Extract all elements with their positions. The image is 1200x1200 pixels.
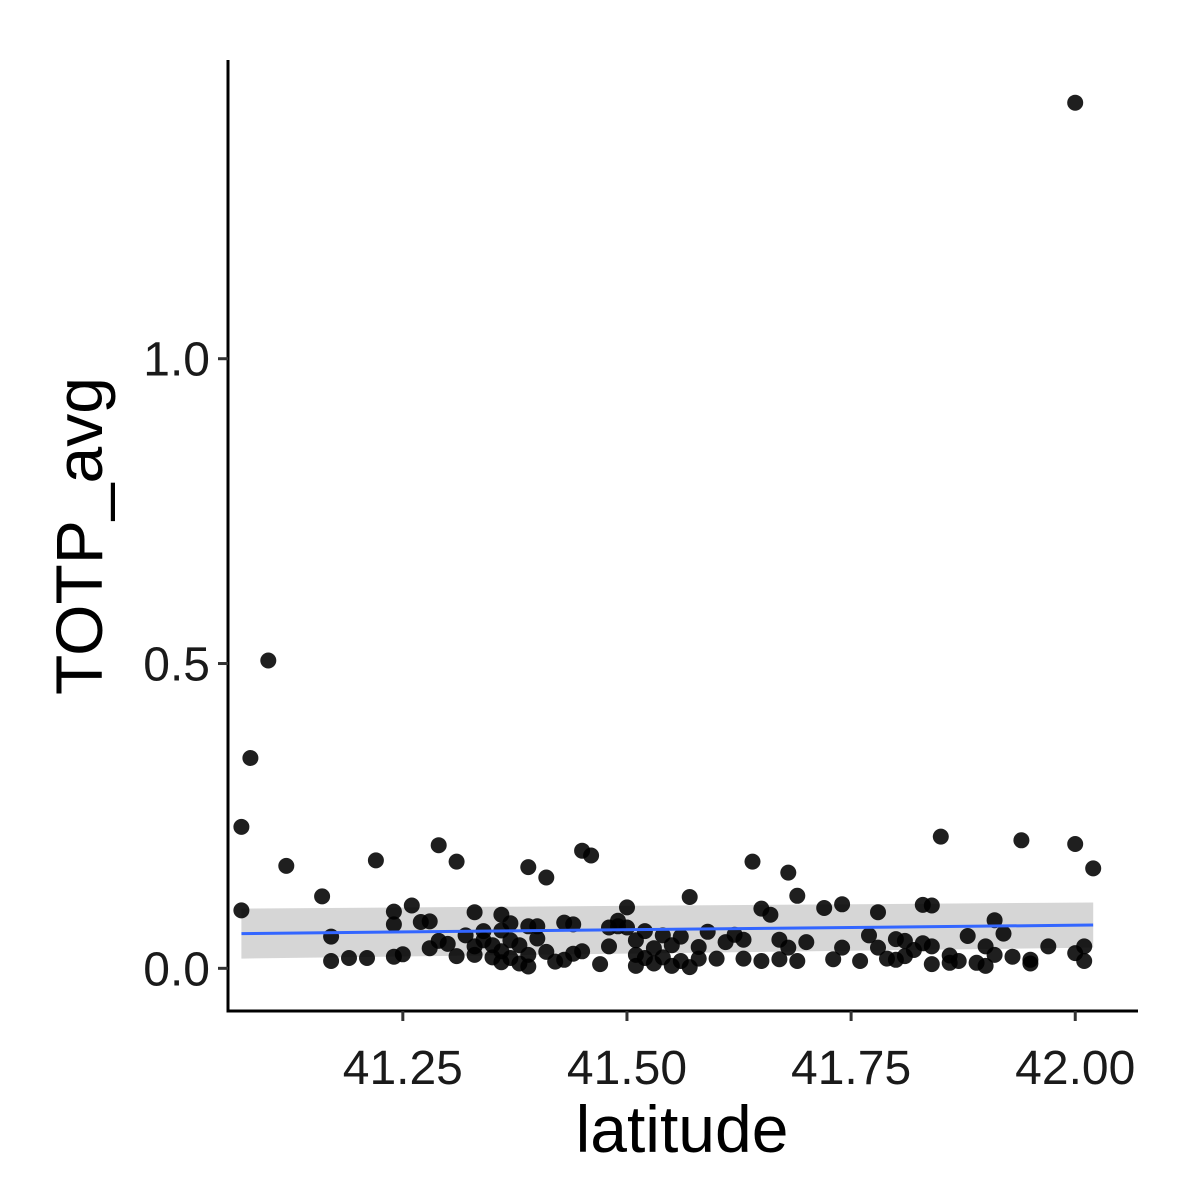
data-point	[1004, 948, 1021, 965]
data-point	[242, 750, 259, 766]
data-point	[323, 953, 340, 969]
data-point	[1076, 953, 1093, 969]
x-ticks: 41.25 41.50 41.75 42.00	[343, 1011, 1135, 1095]
data-point	[950, 953, 967, 969]
data-point	[619, 919, 635, 936]
data-point	[314, 888, 331, 905]
data-point	[619, 899, 635, 916]
data-point	[932, 828, 949, 845]
data-point	[466, 904, 483, 921]
data-point	[502, 915, 519, 932]
data-point	[1067, 836, 1084, 852]
data-point	[538, 869, 555, 886]
data-point	[699, 923, 716, 940]
data-point	[394, 946, 411, 963]
data-point	[448, 948, 465, 965]
data-point	[1040, 938, 1057, 955]
data-point	[780, 864, 797, 881]
data-point	[744, 853, 761, 870]
data-point	[798, 934, 815, 951]
x-tick-label: 41.75	[791, 1042, 911, 1095]
y-tick-label: 1.0	[143, 334, 210, 387]
data-point	[681, 889, 698, 905]
data-point	[1067, 94, 1084, 111]
data-point	[341, 950, 357, 966]
data-point	[448, 853, 465, 870]
data-point	[260, 652, 277, 669]
data-point	[825, 951, 842, 968]
data-point	[520, 958, 537, 975]
data-point	[959, 928, 976, 944]
data-point	[735, 931, 752, 948]
data-point	[753, 953, 770, 969]
data-point	[923, 956, 940, 973]
data-point	[403, 897, 420, 914]
data-point	[233, 818, 250, 835]
data-point	[923, 897, 940, 914]
data-point	[834, 939, 851, 956]
data-point	[601, 938, 617, 955]
y-tick-label: 0.5	[143, 639, 210, 692]
data-point	[359, 950, 375, 966]
x-axis-title: latitude	[576, 1092, 789, 1166]
data-point	[995, 925, 1012, 942]
data-point	[735, 950, 752, 967]
data-point	[870, 939, 886, 956]
data-point	[233, 902, 250, 919]
data-point	[385, 916, 402, 933]
data-point	[529, 930, 546, 947]
data-point	[1022, 951, 1039, 968]
data-point	[789, 953, 806, 969]
data-point	[421, 913, 438, 930]
data-point	[385, 903, 402, 920]
data-point	[520, 859, 537, 876]
data-point	[323, 928, 340, 945]
points-layer	[233, 94, 1102, 976]
x-tick-label: 41.25	[343, 1042, 463, 1095]
data-point	[430, 837, 447, 854]
data-point	[636, 923, 653, 940]
y-ticks: 0.0 0.5 1.0	[143, 334, 228, 996]
y-tick-label: 0.0	[143, 943, 210, 996]
data-point	[1013, 832, 1030, 849]
data-point	[816, 900, 833, 916]
data-point	[1076, 938, 1093, 955]
data-point	[278, 857, 295, 874]
data-point	[520, 946, 537, 963]
data-point	[583, 847, 600, 864]
data-point	[834, 896, 851, 913]
data-point	[923, 938, 940, 955]
data-point	[1085, 860, 1102, 877]
data-point	[870, 904, 886, 921]
data-point	[861, 927, 877, 944]
y-axis-title: TOTP_avg	[42, 377, 116, 695]
data-point	[439, 935, 456, 952]
data-point	[986, 912, 1003, 929]
data-point	[592, 956, 609, 973]
data-point	[690, 939, 707, 955]
data-point	[780, 939, 797, 956]
data-point	[977, 957, 994, 974]
data-point	[367, 852, 384, 869]
x-tick-label: 41.50	[567, 1042, 687, 1095]
x-tick-label: 42.00	[1015, 1042, 1135, 1095]
data-point	[574, 943, 591, 960]
data-point	[789, 887, 806, 904]
data-point	[690, 950, 707, 967]
trend-line	[241, 923, 1094, 936]
trend-line-layer	[241, 923, 1094, 936]
data-point	[852, 953, 869, 969]
data-point	[466, 946, 483, 963]
data-point	[565, 916, 582, 933]
data-point	[672, 928, 689, 945]
data-point	[762, 906, 779, 923]
data-point	[708, 950, 725, 967]
data-point	[771, 951, 788, 968]
data-point	[986, 946, 1003, 963]
